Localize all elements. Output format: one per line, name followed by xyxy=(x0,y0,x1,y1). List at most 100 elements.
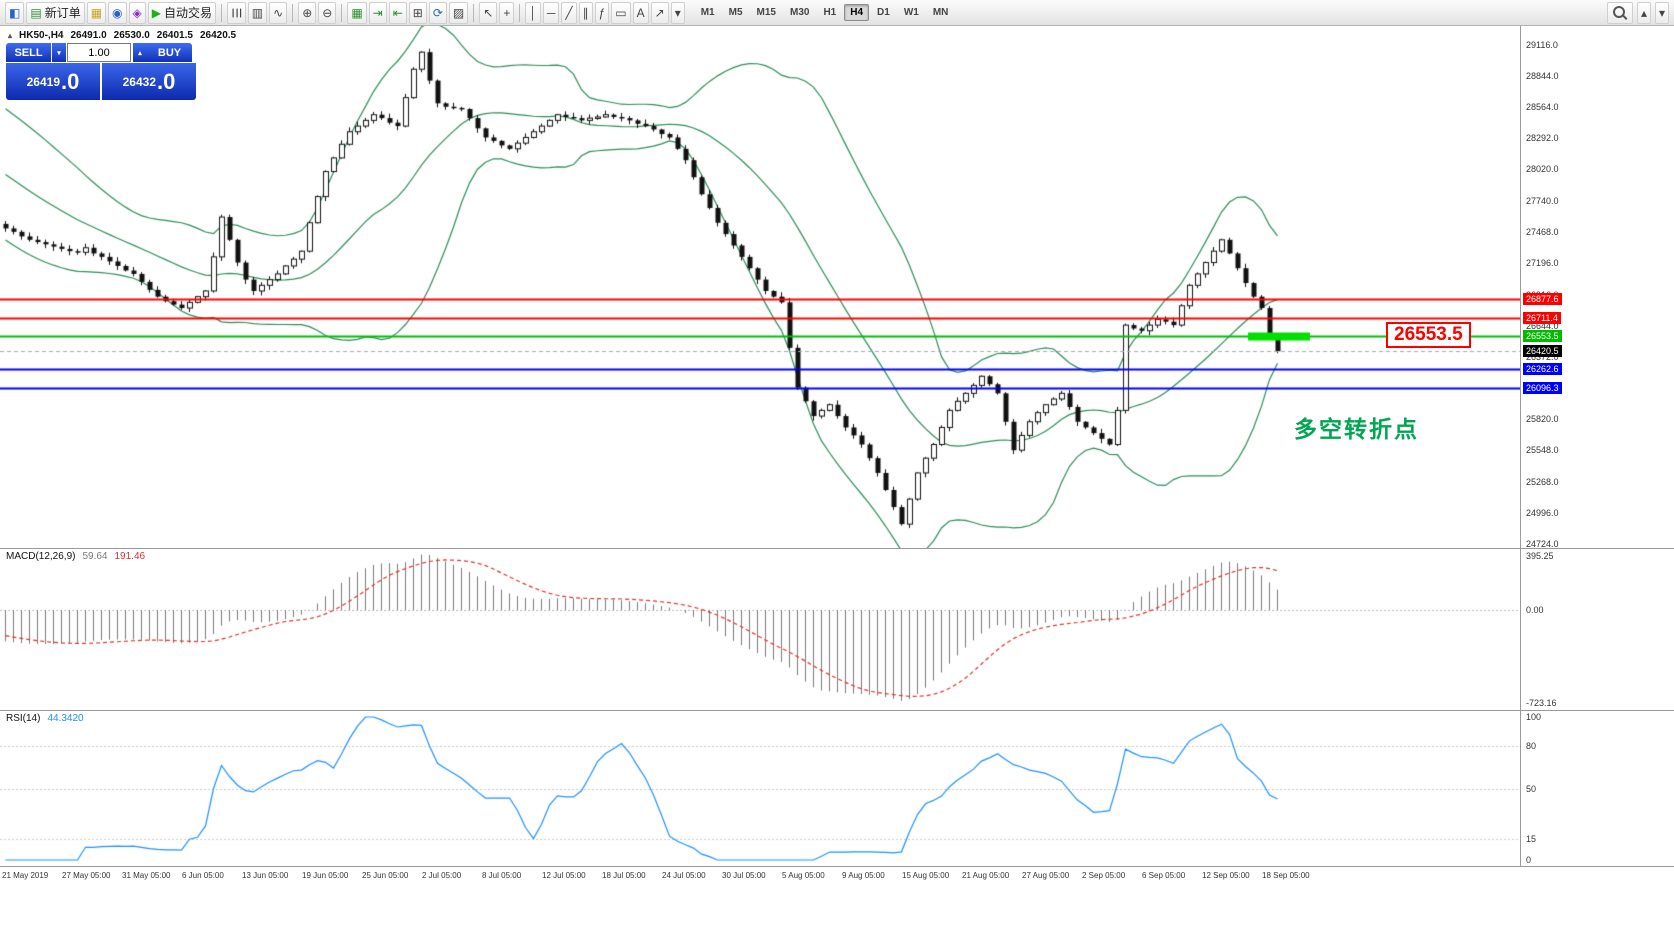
text-label-button[interactable]: A xyxy=(632,1,649,24)
buy-button[interactable]: BUY xyxy=(147,43,192,62)
shapes-icon: ▭ xyxy=(615,5,627,20)
ohlc-low: 26401.5 xyxy=(156,30,193,41)
collapse-up-button[interactable]: ▴ xyxy=(1636,1,1651,24)
timeframe-m15-button[interactable]: M15 xyxy=(756,7,776,18)
macd-indicator-panel[interactable] xyxy=(0,549,1520,710)
lot-size-input[interactable]: 1.00 xyxy=(67,43,131,62)
pivot-line-price-tag: 26553.5 xyxy=(1523,330,1562,343)
buy-price-button[interactable]: 26432 .0 xyxy=(102,63,196,100)
templates-button[interactable]: ▨ xyxy=(448,1,469,24)
macd-indicator-label: MACD(12,26,9) 59.64 191.46 xyxy=(6,551,145,562)
autotrading-button[interactable]: ▶ 自动交易 xyxy=(147,1,217,24)
timeframe-m1-button[interactable]: M1 xyxy=(700,7,715,18)
collapse-down-icon: ▾ xyxy=(1658,5,1665,20)
support-line-1-price-tag: 26262.6 xyxy=(1523,363,1562,376)
buy-price-main: 26432 xyxy=(122,74,156,89)
fibonacci-icon: ƒ xyxy=(598,5,606,20)
price-axis-label: 28844.0 xyxy=(1526,70,1559,81)
candles-chart-icon: ▥ xyxy=(251,5,264,20)
timeframe-w1-button[interactable]: W1 xyxy=(903,7,919,18)
macd-name: MACD(12,26,9) xyxy=(6,551,76,562)
rsi-indicator-label: RSI(14) 44.3420 xyxy=(6,713,84,724)
new-chart-button[interactable]: ⊞ xyxy=(408,1,427,24)
more-tools-button[interactable]: ▾ xyxy=(670,1,685,24)
search-button[interactable] xyxy=(1606,1,1633,24)
price-axis-label: 27740.0 xyxy=(1526,196,1559,207)
news-button[interactable]: ◈ xyxy=(128,1,146,24)
app-icon-icon: ◧ xyxy=(9,5,21,20)
profiles-button[interactable]: ◉ xyxy=(108,1,127,24)
rsi-axis-label: 15 xyxy=(1526,833,1537,844)
vertical-line-button[interactable]: │ xyxy=(525,1,541,24)
toolbar-separator xyxy=(473,3,475,22)
shapes-button[interactable]: ▭ xyxy=(611,1,631,24)
auto-scroll-button[interactable]: ⇥ xyxy=(368,1,387,24)
timeframe-h4-button[interactable]: H4 xyxy=(844,4,870,21)
turning-point-note[interactable]: 多空转折点 xyxy=(1294,416,1419,442)
macd-signal-value: 191.46 xyxy=(114,551,146,562)
profiles-icon: ◉ xyxy=(112,5,123,20)
timeframe-m30-button[interactable]: M30 xyxy=(789,7,810,18)
macd-axis-label: -723.16 xyxy=(1526,698,1557,708)
period-icon: ⟳ xyxy=(432,5,443,20)
time-axis-label: 13 Jun 05:00 xyxy=(242,871,289,880)
zoom-out-button[interactable]: ⊖ xyxy=(318,1,337,24)
support-line-2-price-tag: 26096.3 xyxy=(1523,382,1562,395)
trade-panel-top-row: SELL ▾ 1.00 ▴ BUY xyxy=(6,43,196,62)
timeframe-h1-button[interactable]: H1 xyxy=(823,7,837,18)
rsi-axis-label: 80 xyxy=(1526,740,1537,751)
panel-separator[interactable] xyxy=(0,710,1674,711)
new-order-button[interactable]: ▤ 新订单 xyxy=(26,1,85,24)
sell-price-frac: .0 xyxy=(61,68,80,94)
time-axis-label: 25 Jun 05:00 xyxy=(362,871,409,880)
autotrading-icon: ▶ xyxy=(151,5,161,20)
pivot-price-callout[interactable]: 26553.5 xyxy=(1386,322,1471,349)
one-click-trade-panel: SELL ▾ 1.00 ▴ BUY 26419 .0 26432 .0 xyxy=(6,43,196,100)
timeframe-mn-button[interactable]: MN xyxy=(932,7,949,18)
new-chart-icon: ⊞ xyxy=(412,5,423,20)
buy-options-caret-icon[interactable]: ▴ xyxy=(133,43,147,62)
collapse-up-icon: ▴ xyxy=(1640,5,1647,20)
charts-button[interactable]: ▦ xyxy=(86,1,107,24)
candles-chart-button[interactable]: ▥ xyxy=(247,1,268,24)
zoom-in-button[interactable]: ⊕ xyxy=(298,1,317,24)
channel-button[interactable]: ∥ xyxy=(578,1,593,24)
rsi-axis-label: 50 xyxy=(1526,783,1537,794)
rsi-indicator-panel[interactable] xyxy=(0,711,1520,866)
main-price-chart[interactable] xyxy=(0,26,1520,548)
panel-separator[interactable] xyxy=(0,548,1674,549)
period-button[interactable]: ⟳ xyxy=(428,1,447,24)
sell-options-caret-icon[interactable]: ▾ xyxy=(52,43,66,62)
collapse-down-button[interactable]: ▾ xyxy=(1654,1,1669,24)
toolbar-right-group: ▴ ▾ xyxy=(1606,1,1670,24)
ohlc-bars-button[interactable]: ☰ xyxy=(227,1,246,24)
sell-button[interactable]: SELL xyxy=(6,43,51,62)
text-label-icon: A xyxy=(636,5,645,20)
horizontal-line-button[interactable]: ─ xyxy=(542,1,560,24)
timeframe-m5-button[interactable]: M5 xyxy=(728,7,743,18)
price-axis[interactable]: 29116.0 28844.0 28564.0 28292.0 28020.0 27740… xyxy=(1520,26,1674,866)
cursor-button[interactable]: ↖ xyxy=(479,1,498,24)
expand-icon[interactable]: ▴ xyxy=(8,31,13,40)
rsi-value: 44.3420 xyxy=(47,713,84,724)
toolbar-separator xyxy=(341,3,343,22)
timeframe-d1-button[interactable]: D1 xyxy=(877,7,890,18)
rsi-name: RSI(14) xyxy=(6,713,41,724)
line-chart-button[interactable]: ∿ xyxy=(269,1,288,24)
macd-main-value: 59.64 xyxy=(82,551,108,562)
app-icon: ◧ xyxy=(5,1,25,24)
fibonacci-button[interactable]: ƒ xyxy=(594,1,610,24)
price-axis-label: 28020.0 xyxy=(1526,164,1559,175)
crosshair-button[interactable]: + xyxy=(499,1,515,24)
charts-icon: ▦ xyxy=(90,5,103,20)
chart-shift-button[interactable]: ⇤ xyxy=(388,1,407,24)
time-axis[interactable]: 21 May 2019 27 May 05:00 31 May 05:00 6 Jun… xyxy=(0,867,1520,889)
sell-price-button[interactable]: 26419 .0 xyxy=(6,63,100,100)
arrows-button[interactable]: ↗ xyxy=(650,1,669,24)
price-axis-label: 25268.0 xyxy=(1526,477,1559,488)
time-axis-label: 15 Aug 05:00 xyxy=(902,871,950,880)
trendline-button[interactable]: ╱ xyxy=(561,1,577,24)
symbol-name: HK50-,H4 xyxy=(19,30,64,41)
tile-windows-button[interactable]: ▦ xyxy=(347,1,367,24)
toolbar-separator xyxy=(292,3,294,22)
